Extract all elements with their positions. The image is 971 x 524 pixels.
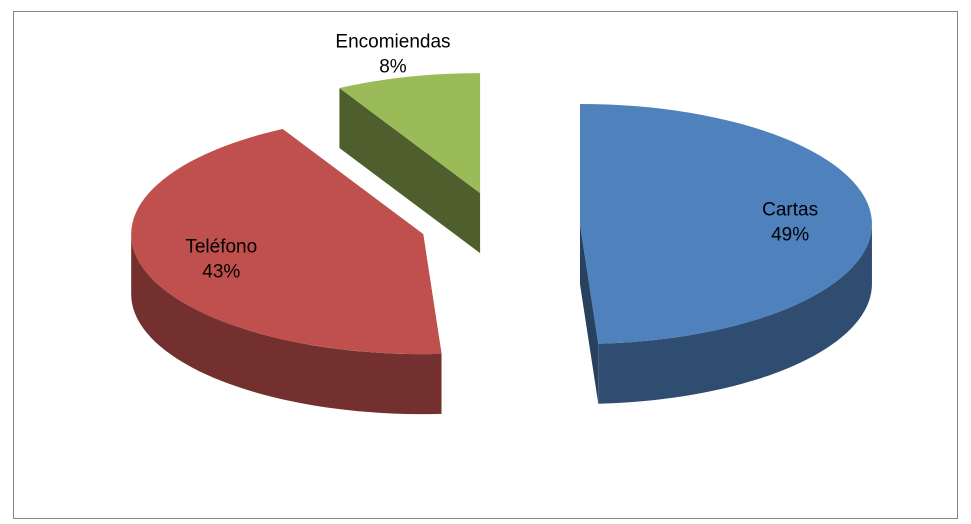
slice [339, 73, 481, 254]
slice-top [339, 73, 481, 194]
slice-wall [131, 234, 442, 415]
slice-top [579, 103, 872, 344]
slice-value-label: 49% [771, 224, 809, 245]
slice-wall [598, 223, 872, 404]
slice-label: Teléfono [185, 236, 257, 257]
slice-label: Encomiendas [335, 32, 450, 53]
slice-value-label: 8% [379, 57, 407, 78]
slice [579, 103, 872, 404]
slice-label: Cartas [762, 199, 818, 220]
slice-top [131, 129, 442, 355]
slice-side [579, 223, 599, 404]
slice-side [339, 87, 481, 254]
slice [131, 129, 442, 415]
slice-value-label: 43% [202, 261, 240, 282]
